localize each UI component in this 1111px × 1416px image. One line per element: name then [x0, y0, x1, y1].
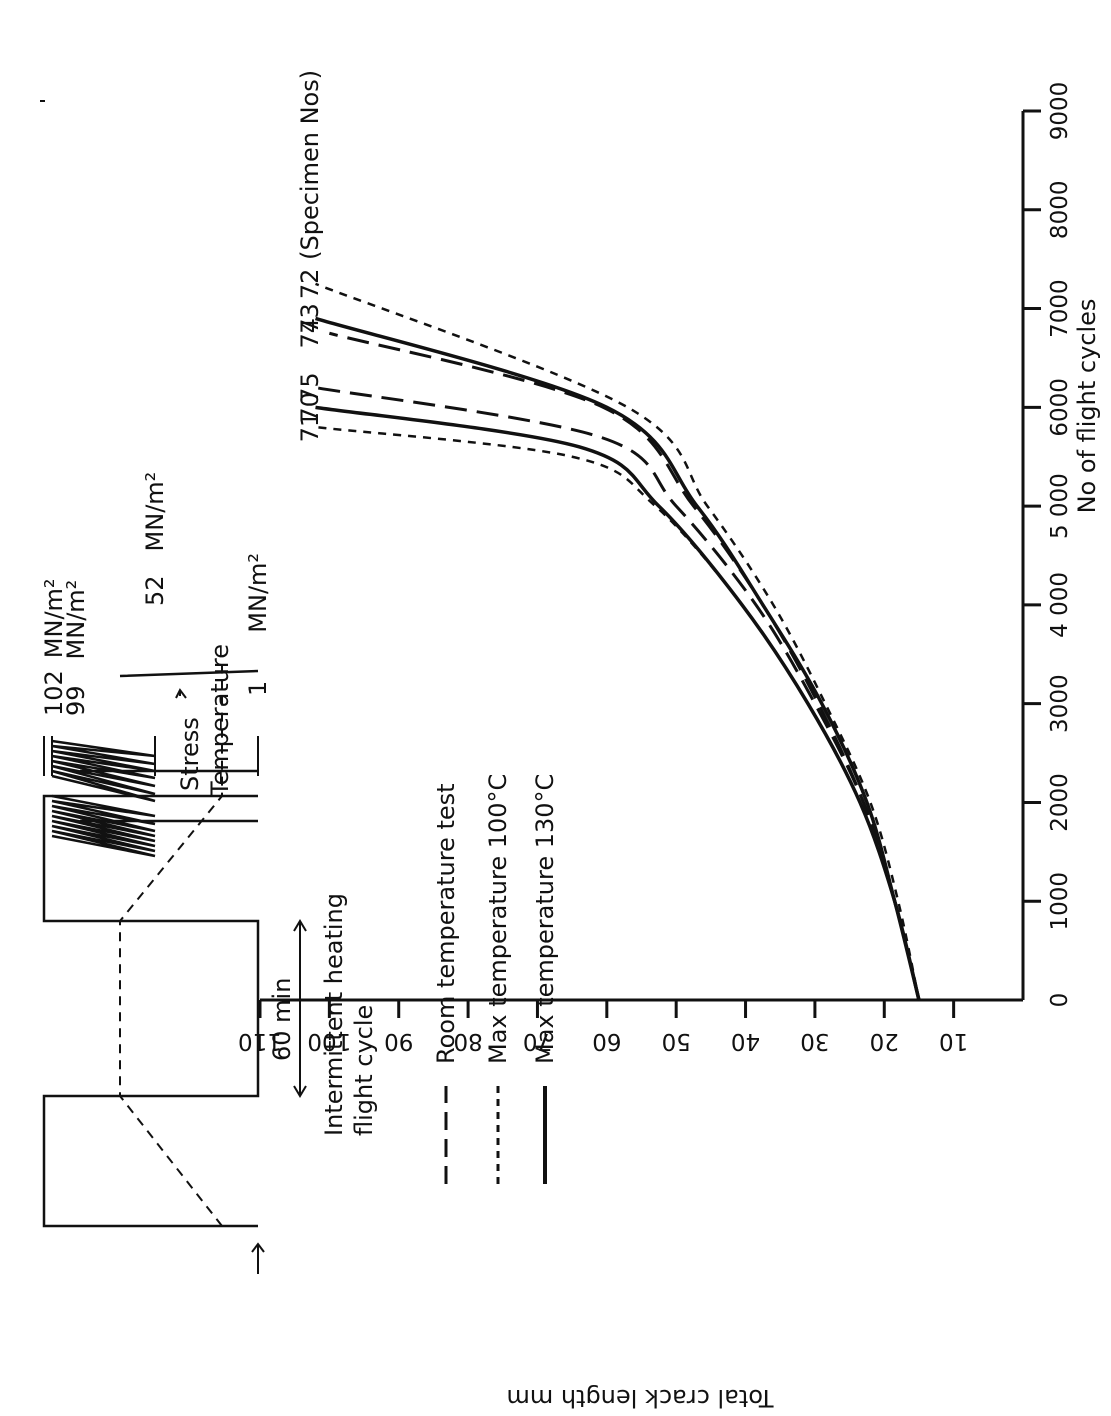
x-tick-label-7000: 7000 [1047, 279, 1073, 338]
curve-label-71: 71 [296, 412, 324, 443]
legend: Room temperature test Max temperature 10… [432, 774, 559, 1184]
y-tick-label-60: 60 [592, 1028, 621, 1054]
inset-duration-label: 60 min [268, 978, 296, 1061]
y-tick-label-110: 110 [238, 1028, 282, 1054]
x-tick-label-6000: 6000 [1047, 378, 1073, 437]
curve-specimen-72 [315, 282, 921, 1001]
curve-specimen-74 [328, 331, 921, 1001]
x-tick-label-9000: 9000 [1047, 82, 1073, 141]
y-tick-label-80: 80 [453, 1028, 482, 1054]
x-tick-label-3000: 3000 [1047, 674, 1073, 733]
y-tick-label-30: 30 [800, 1028, 829, 1054]
flight-cycle-inset: 60 min Intermittent heating flight cycle… [40, 100, 378, 1274]
x-tick-label-5000: 5 000 [1047, 473, 1073, 539]
curve-label-74: 74 [296, 318, 324, 349]
curve-label-75: 75 [296, 372, 324, 403]
x-tick-label-0: 0 [1047, 993, 1073, 1008]
x-tick-label-4000: 4 000 [1047, 572, 1073, 638]
inset-title-line1: Intermittent heating [320, 893, 348, 1136]
legend-label-room: Room temperature test [432, 783, 460, 1064]
level-label-52: 52MN/m² [141, 472, 169, 606]
inset-title-line2: flight cycle [350, 1005, 378, 1136]
curves-group [314, 282, 921, 1001]
y-tick-label-70: 70 [523, 1028, 552, 1054]
x-ticks-group: 0 1000 2000 3000 4 000 5 000 6000 7000 8000 9000 [1023, 82, 1073, 1008]
curve-specimen-73 [314, 316, 921, 1001]
curve-label-73: 73 [296, 303, 324, 334]
legend-label-130c: Max temperature 130°C [531, 774, 559, 1064]
level-label-99: 99MN/m² [62, 580, 90, 716]
inset-stress-trace [42, 794, 260, 1228]
inset-stress-burst-2 [51, 669, 259, 803]
y-tick-label-100: 100 [307, 1028, 351, 1054]
legend-label-100c: Max temperature 100°C [484, 774, 512, 1064]
curve-label-70: 70 [296, 392, 324, 423]
x-axis-title: No of flight cycles [1073, 299, 1101, 514]
specimen-note: (Specimen Nos) [296, 70, 324, 260]
inset-temperature-label: Temperature [206, 644, 234, 797]
level-label-1: 1MN/m² [244, 553, 272, 696]
inset-stress-label: Stress [176, 717, 204, 791]
curve-specimen-70 [315, 405, 921, 1001]
x-tick-label-1000: 1000 [1047, 872, 1073, 931]
y-tick-label-10: 10 [939, 1028, 968, 1054]
y-axis-title: Total crack length mm [506, 1384, 774, 1412]
y-tick-label-50: 50 [662, 1028, 691, 1054]
inset-level-ticks [43, 736, 259, 776]
inset-stress-levels: 102MN/m² 99MN/m² 52MN/m² 1MN/m² [40, 100, 272, 776]
curve-specimen-75 [315, 386, 921, 1001]
inset-duration-arrowheads [293, 919, 307, 1098]
y-tick-label-20: 20 [870, 1028, 899, 1054]
y-ticks-group: 10 20 30 40 50 60 70 80 90 100 110 [238, 1000, 968, 1054]
x-tick-label-2000: 2000 [1047, 773, 1073, 832]
y-tick-label-90: 90 [384, 1028, 413, 1054]
inset-stress-burst-1 [51, 794, 258, 858]
inset-temperature-arrow [251, 1242, 265, 1274]
y-tick-label-40: 40 [731, 1028, 760, 1054]
level-label-102: 102MN/m² [40, 578, 68, 716]
x-tick-label-8000: 8000 [1047, 181, 1073, 240]
inset-stress-arrow [175, 688, 187, 699]
curve-label-72: 72 [296, 269, 324, 300]
